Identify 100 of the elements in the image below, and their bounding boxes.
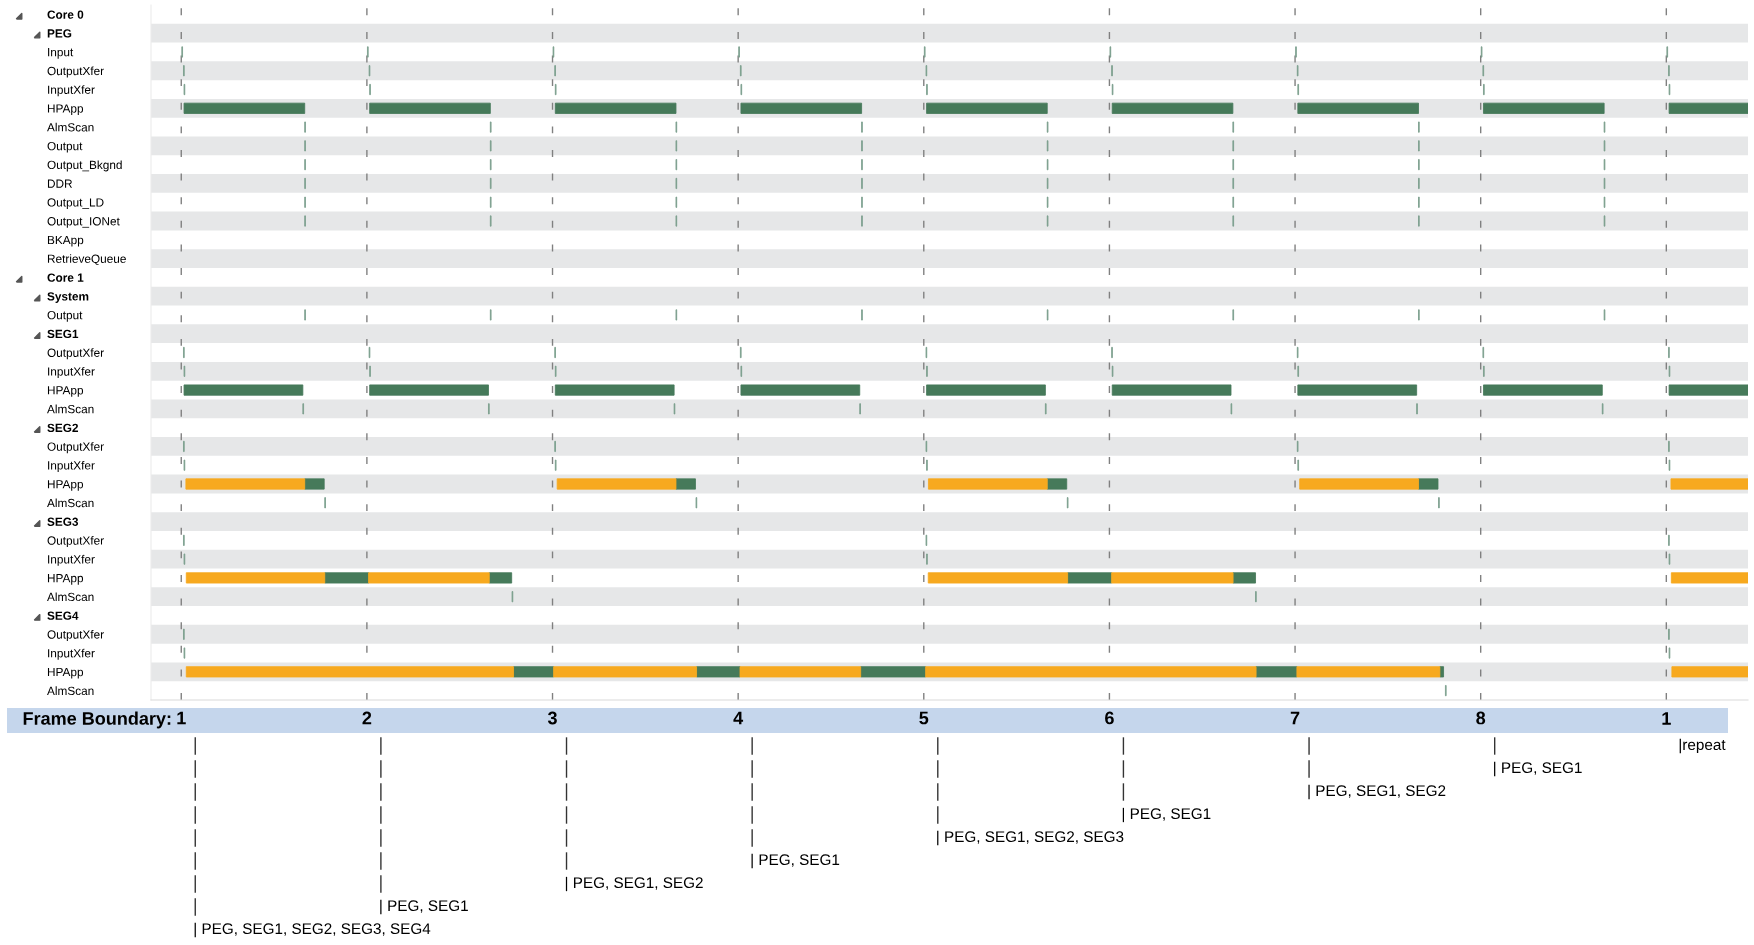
y-tick-label: SEG2	[47, 423, 79, 433]
y-tick-label: OutputXfer	[47, 66, 104, 78]
y-tick-label: HPApp	[47, 386, 84, 397]
y-tick-label: AlmScan	[47, 404, 94, 414]
bar	[183, 102, 306, 114]
y-tick-label: Input	[48, 48, 74, 59]
bar	[1232, 572, 1256, 584]
text: | PEG, SEG1, SEG2, SEG3	[937, 830, 1124, 846]
y-tick-label: OutputXfer	[47, 629, 104, 641]
y-tick-label: RetrieveQueue	[47, 254, 126, 266]
bar	[185, 572, 326, 584]
bar	[1670, 572, 1748, 584]
bar	[1670, 478, 1748, 490]
bar	[554, 102, 677, 114]
y-tick-label: AlmScan	[47, 498, 94, 508]
bar	[369, 102, 491, 114]
bar	[739, 666, 862, 678]
y-tick-label: Output	[47, 141, 83, 153]
bar	[1439, 666, 1444, 678]
text: | PEG, SEG1	[1494, 761, 1582, 777]
bar	[556, 478, 677, 490]
bar	[675, 478, 696, 490]
bar	[1255, 666, 1298, 678]
bar	[1297, 102, 1419, 114]
y-tick-label: SEG4	[47, 611, 79, 620]
text: |repeat	[1679, 738, 1726, 754]
bar	[926, 384, 1046, 396]
bar	[368, 572, 490, 584]
x-axis-title: Frame Boundary:	[23, 711, 171, 729]
y-tick-label: InputXfer	[48, 85, 95, 97]
bar	[696, 666, 741, 678]
text: | PEG, SEG1, SEG2	[1308, 784, 1446, 800]
bar	[324, 572, 370, 584]
bar	[1111, 572, 1234, 584]
bar	[369, 384, 489, 396]
bar	[928, 478, 1048, 490]
bar	[860, 666, 927, 678]
text: | PEG, SEG1, SEG2, SEG3, SEG4	[194, 922, 431, 938]
x-tick-label: 4	[733, 711, 744, 725]
text: | PEG, SEG1	[380, 899, 468, 915]
bar	[488, 572, 513, 584]
x-tick-label: 8	[1476, 711, 1486, 725]
y-tick-label: PEG	[47, 29, 72, 38]
y-tick-label: OutputXfer	[47, 442, 104, 454]
text: | PEG, SEG1, SEG2	[565, 876, 703, 892]
y-tick-label: AlmScan	[47, 592, 94, 602]
bar	[926, 102, 1048, 114]
bar	[1668, 102, 1748, 114]
bar	[740, 102, 863, 114]
y-tick-label: DDR	[47, 179, 73, 188]
y-tick-label: HPApp	[47, 480, 84, 491]
bar	[1299, 478, 1419, 490]
bar	[553, 666, 697, 678]
bar	[740, 384, 861, 396]
y-tick-label: Output_IONet	[47, 217, 120, 228]
y-tick-label: OutputXfer	[47, 536, 104, 548]
x-tick-label: 3	[547, 711, 557, 725]
bar	[1111, 384, 1232, 396]
bar	[1296, 666, 1441, 678]
bar	[1111, 102, 1234, 114]
bar	[513, 666, 555, 678]
y-tick-label: System	[47, 292, 89, 303]
bar	[183, 384, 304, 396]
y-tick-label: AlmScan	[47, 686, 94, 695]
bar	[1046, 478, 1068, 490]
y-tick-label: SEG3	[47, 517, 79, 526]
y-tick-label: SEG1	[47, 329, 79, 339]
bar	[1483, 102, 1605, 114]
x-tick-label: 2	[362, 711, 372, 725]
x-tick-label: 5	[919, 711, 929, 725]
y-tick-label: Core 0	[47, 10, 84, 19]
x-tick-label: 7	[1290, 711, 1300, 725]
bar	[1671, 666, 1748, 678]
bar	[1297, 384, 1418, 396]
y-tick-label: OutputXfer	[47, 348, 104, 360]
y-tick-label: Output_LD	[47, 198, 104, 209]
bar	[185, 478, 306, 490]
y-tick-label: HPApp	[47, 104, 84, 116]
bar	[1418, 478, 1439, 490]
bar	[554, 384, 675, 396]
y-tick-label: InputXfer	[48, 460, 95, 472]
bar	[185, 666, 514, 678]
bar	[304, 478, 325, 490]
y-tick-label: HPApp	[47, 667, 84, 679]
y-tick-label: AlmScan	[47, 122, 94, 132]
text: | PEG, SEG1	[1122, 807, 1211, 823]
bar	[1067, 572, 1113, 584]
bar	[1483, 384, 1603, 396]
bar	[1668, 384, 1748, 396]
x-tick-label: 1	[177, 711, 186, 725]
y-tick-label: Output	[47, 310, 83, 322]
y-tick-label: Output_Bkgnd	[47, 160, 122, 172]
y-tick-label: Core 1	[47, 273, 84, 282]
y-tick-label: BKApp	[47, 235, 84, 247]
text: | PEG, SEG1	[751, 853, 840, 869]
bar	[927, 572, 1069, 584]
y-tick-label: HPApp	[47, 574, 84, 585]
y-tick-label: InputXfer	[48, 554, 95, 566]
bar	[925, 666, 1257, 678]
y-tick-label: InputXfer	[48, 648, 95, 660]
